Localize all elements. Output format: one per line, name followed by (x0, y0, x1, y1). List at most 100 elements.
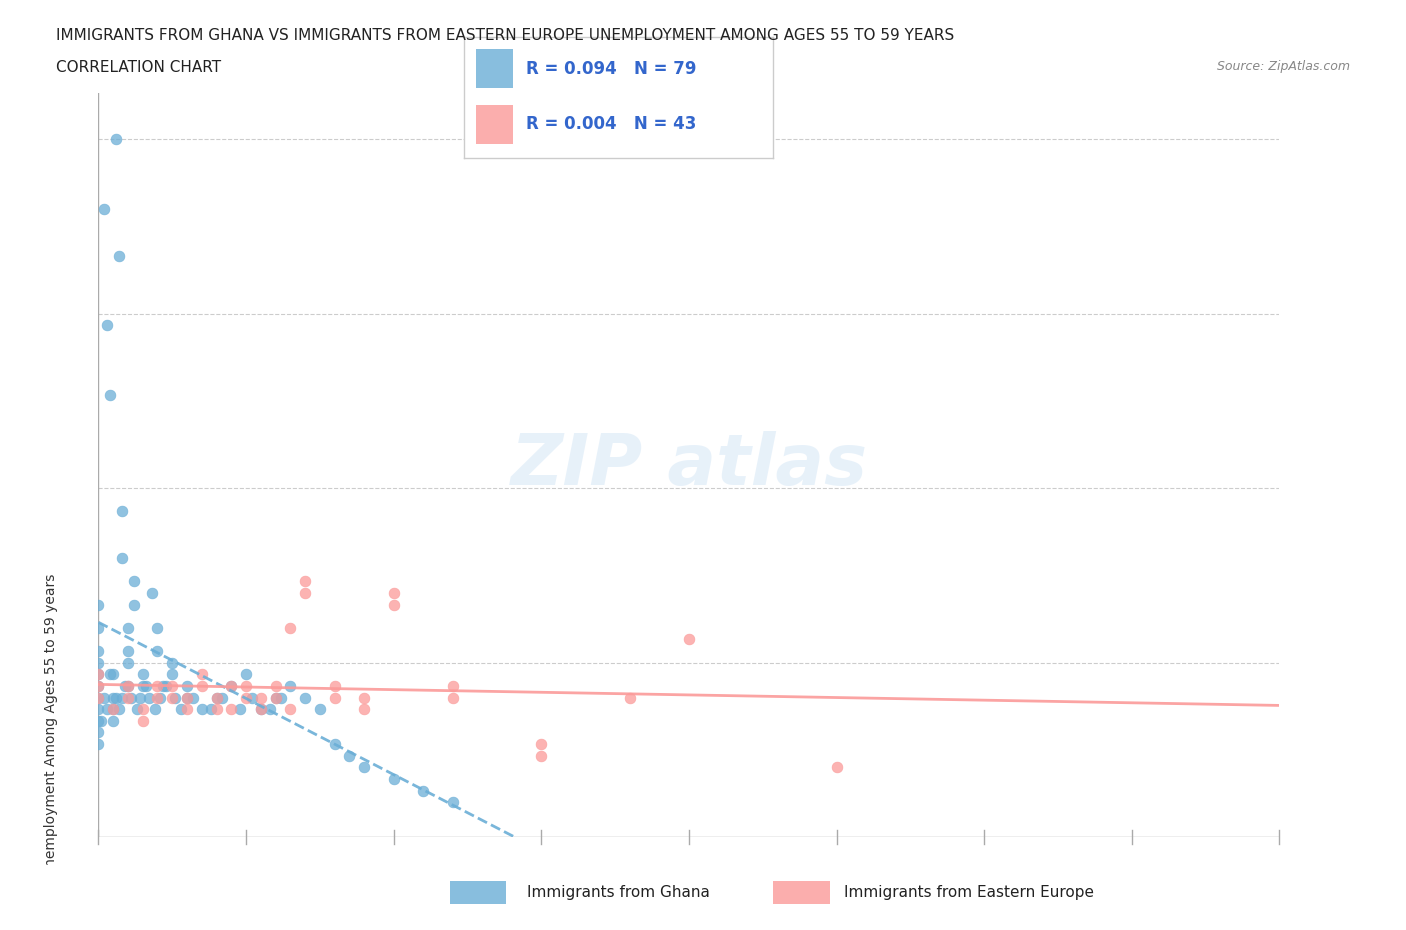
Point (103, 713, 125, 728)
Point (250, 701, 273, 716)
Point (270, 690, 292, 705)
Point (138, 690, 160, 705)
Point (264, 690, 287, 705)
Point (155, 679, 177, 694)
Point (181, 690, 204, 705)
Point (382, 597, 405, 612)
Point (87, 620, 110, 635)
Point (132, 713, 155, 728)
Point (132, 701, 155, 716)
Point (117, 679, 139, 694)
Point (294, 574, 316, 589)
Point (146, 620, 169, 635)
Point (176, 690, 198, 705)
Point (117, 644, 139, 658)
Point (125, 701, 148, 716)
Point (678, 632, 700, 647)
Point (105, 132, 128, 147)
Point (111, 504, 134, 519)
Point (278, 679, 302, 694)
Text: ZIP atlas: ZIP atlas (510, 431, 868, 499)
Point (191, 701, 214, 716)
Point (103, 667, 125, 682)
Point (619, 690, 641, 705)
Point (103, 701, 125, 716)
Point (135, 679, 157, 694)
Point (323, 737, 346, 751)
Point (128, 690, 150, 705)
Point (530, 748, 553, 763)
Point (165, 690, 187, 705)
Point (264, 690, 287, 705)
Point (143, 701, 166, 716)
Point (235, 690, 257, 705)
Point (87, 655, 110, 670)
Point (191, 679, 214, 694)
Point (152, 679, 174, 694)
Point (146, 690, 169, 705)
Point (162, 655, 183, 670)
Point (108, 701, 131, 716)
Point (87, 597, 110, 612)
Point (323, 690, 346, 705)
Point (200, 701, 222, 716)
Point (219, 679, 242, 694)
Point (205, 701, 228, 716)
Point (132, 679, 155, 694)
Point (825, 760, 848, 775)
Text: R = 0.004   N = 43: R = 0.004 N = 43 (526, 115, 696, 133)
Point (98, 667, 121, 682)
Point (240, 690, 263, 705)
Point (162, 690, 183, 705)
FancyBboxPatch shape (477, 105, 513, 143)
Point (87, 713, 110, 728)
Point (441, 679, 464, 694)
Point (146, 679, 169, 694)
Point (149, 690, 172, 705)
Point (87, 644, 110, 658)
Point (162, 667, 183, 682)
Point (87, 701, 110, 716)
Point (122, 597, 145, 612)
Point (382, 772, 405, 787)
Text: IMMIGRANTS FROM GHANA VS IMMIGRANTS FROM EASTERN EUROPE UNEMPLOYMENT AMONG AGES : IMMIGRANTS FROM GHANA VS IMMIGRANTS FROM… (56, 28, 955, 43)
Point (219, 701, 242, 716)
Point (278, 701, 302, 716)
Point (250, 690, 273, 705)
Point (412, 783, 434, 798)
Point (382, 586, 405, 601)
Point (141, 586, 163, 601)
Point (235, 667, 257, 682)
Text: Immigrants from Ghana: Immigrants from Ghana (527, 884, 710, 899)
Point (111, 551, 134, 565)
Point (205, 690, 228, 705)
Point (211, 690, 233, 705)
Point (176, 701, 198, 716)
FancyBboxPatch shape (450, 882, 506, 904)
Point (105, 690, 128, 705)
Point (87, 725, 110, 740)
Point (87, 679, 110, 694)
Point (87, 667, 110, 682)
Point (337, 748, 360, 763)
Point (111, 690, 134, 705)
Point (117, 679, 139, 694)
Point (117, 690, 139, 705)
Point (441, 690, 464, 705)
Point (132, 667, 155, 682)
Point (146, 644, 169, 658)
Point (353, 760, 375, 775)
Point (219, 679, 242, 694)
Point (294, 690, 316, 705)
Point (96, 701, 118, 716)
Text: Source: ZipAtlas.com: Source: ZipAtlas.com (1216, 60, 1350, 73)
Point (441, 794, 464, 809)
Point (309, 701, 332, 716)
FancyBboxPatch shape (773, 882, 830, 904)
Point (117, 655, 139, 670)
Point (114, 679, 136, 694)
Text: 40.0%: 40.0% (1236, 895, 1279, 910)
Point (176, 690, 198, 705)
Point (108, 248, 131, 263)
Text: Unemployment Among Ages 55 to 59 years: Unemployment Among Ages 55 to 59 years (44, 574, 58, 877)
